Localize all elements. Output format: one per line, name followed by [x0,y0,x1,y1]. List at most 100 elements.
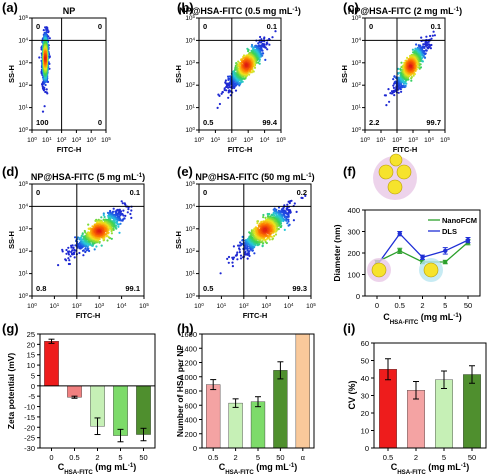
data-point [124,214,127,217]
x-axis-label: FITC-H [57,145,82,154]
data-point [261,240,264,243]
data-point [246,257,249,260]
quadrant-lower-right: 99.4 [262,118,277,127]
data-point [262,213,265,217]
data-point [64,258,67,261]
nanoparticle-core [423,262,439,278]
data-point [65,252,68,255]
x-tick-label: 103 [408,136,418,145]
data-point [221,91,224,94]
x-tick-label-part: 10 [101,137,109,144]
y-tick-label-part: 4 [193,36,196,41]
data-marker [420,255,425,260]
x-tick-label: 101 [211,136,221,145]
x-tick-label: 100 [360,136,370,145]
data-point [226,257,229,260]
data-point [228,86,232,89]
data-point [404,84,407,87]
y-tick-label: 20 [27,340,35,349]
plot-title: NP@HSA-FITC (50 mg mL-1) [195,172,314,183]
data-point [236,258,239,261]
data-point [432,30,435,33]
x-axis-label: CHSA-FITC (mg mL-1) [383,312,461,326]
y-tick-label-part: 10 [185,15,193,22]
data-point [238,251,241,254]
data-point [70,250,73,254]
y-tick-label-part: 4 [26,202,29,207]
data-point [79,236,83,239]
x-tick-label: 0.5 [395,301,405,310]
data-point [43,86,46,89]
data-point [223,87,226,90]
data-point [227,255,231,259]
data-point [110,232,113,235]
data-point [392,86,395,89]
y-tick-label: 101 [185,269,195,278]
data-point [406,56,409,60]
data-point [98,240,101,243]
bar [295,333,310,449]
plot-title-part: NP@HSA-FITC [348,6,414,16]
data-point [227,91,230,94]
data-point [397,91,400,94]
data-point [394,88,397,91]
data-point [38,56,41,59]
data-point [250,45,253,48]
data-point [274,233,278,236]
quadrant-upper-right: 0.2 [297,188,307,197]
data-point [415,43,418,46]
y-tick-label: 0 [31,382,35,391]
data-point [427,43,430,46]
y-tick-label-part: 4 [359,36,362,41]
x-tick-label: 104 [284,302,294,311]
y-tick-label: 100 [347,271,360,280]
quadrant-upper-right: 0.1 [431,22,441,31]
y-tick-label: 102 [18,81,28,90]
x-tick-label: 2 [95,453,99,462]
data-point [87,223,90,226]
data-point [43,105,46,108]
plot-title-part: (50 mg mL [261,172,307,182]
data-point [112,207,115,210]
data-point [46,92,49,95]
bar [206,384,221,449]
data-point [422,43,425,46]
legend-label: NanoFCM [442,216,477,225]
data-point [393,94,396,97]
x-tick-label-part: 1 [224,302,227,307]
x-tick-label: 101 [217,302,227,311]
x-tick-label-part: 4 [94,136,97,141]
plot-title-part: -1 [454,6,460,13]
data-point [418,45,421,48]
y-tick-label-part: 10 [185,37,193,44]
data-point [410,79,413,82]
y-tick-label: 104 [351,36,361,45]
plot-title-part: (0.5 mg mL [245,6,293,16]
y-tick-label: 101 [351,103,361,112]
plot-title-part: ) [142,172,145,182]
data-point [425,35,428,38]
x-tick-label: 102 [57,136,67,145]
data-point [400,90,403,93]
data-point [266,212,269,216]
plot-title-part: -1 [292,6,298,13]
data-point [227,261,230,264]
data-point [84,247,87,250]
data-point [98,229,101,232]
hsa-count-bar-panel: (h)0.5 2 5 50 α02004006008001000120014001600… [175,321,315,474]
data-point [253,66,257,69]
data-point [57,264,60,267]
data-point [67,253,70,256]
x-tick-label: 101 [42,136,52,145]
x-tick-label: 105 [101,136,111,145]
data-point [130,209,133,212]
data-point [248,250,251,253]
nanoparticle-core [389,153,403,167]
y-tick-label-part: 3 [359,58,362,63]
plot-title: NP@HSA-FITC (5 mg mL-1) [31,172,145,183]
data-point [68,262,71,266]
y-tick-label: 100 [185,126,195,135]
data-point [273,214,276,217]
